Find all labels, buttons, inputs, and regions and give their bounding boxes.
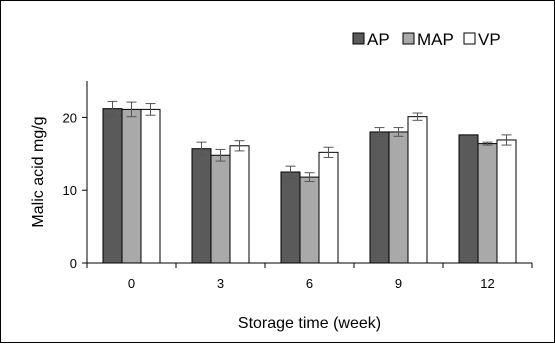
error-bar-vp-week-9 (412, 112, 423, 121)
y-axis-title: Malic acid mg/g (30, 116, 47, 227)
bar-ap-week-6 (280, 171, 301, 264)
bar-ap-week-3 (191, 148, 212, 264)
legend-swatch-vp (463, 32, 476, 45)
bar-map-week-0 (121, 108, 142, 264)
error-bar-ap-week-3 (196, 141, 207, 156)
x-tick-label-6: 6 (306, 276, 313, 291)
error-bar-map-week-12 (482, 141, 493, 146)
legend-label-vp: VP (478, 30, 501, 49)
bar-vp-week-6 (318, 151, 339, 264)
legend: AP MAP VP (352, 30, 501, 49)
legend-item-map: MAP (402, 30, 454, 49)
error-bar-map-week-3 (215, 148, 226, 162)
legend-label-map: MAP (417, 30, 454, 49)
error-bar-ap-week-9 (374, 127, 385, 137)
x-tick-label-9: 9 (395, 276, 402, 291)
error-bar-vp-week-0 (145, 103, 156, 116)
bar-ap-week-12 (458, 134, 479, 264)
bar-vp-week-12 (496, 139, 517, 264)
y-tick-label-20: 20 (63, 110, 77, 125)
x-tick-label-12: 12 (480, 276, 494, 291)
legend-swatch-ap (352, 32, 365, 45)
bar-ap-week-0 (102, 108, 123, 264)
error-bar-ap-week-6 (285, 165, 296, 179)
x-ticks-layer: 0 3 6 9 12 (86, 263, 533, 291)
y-tick-label-10: 10 (63, 183, 77, 198)
legend-swatch-map (402, 32, 415, 45)
legend-item-vp: VP (463, 30, 501, 49)
bar-vp-week-3 (229, 145, 250, 264)
error-bar-vp-week-3 (234, 140, 245, 152)
x-tick-label-3: 3 (217, 276, 224, 291)
error-bar-map-week-6 (304, 172, 315, 182)
bar-map-week-6 (299, 176, 320, 264)
error-bar-vp-week-12 (501, 134, 512, 146)
bar-vp-week-0 (140, 108, 161, 264)
bars-layer (102, 108, 517, 264)
legend-label-ap: AP (367, 30, 390, 49)
axes-layer (86, 81, 532, 264)
bar-map-week-9 (388, 131, 409, 264)
bar-ap-week-9 (369, 131, 390, 264)
bar-map-week-3 (210, 154, 231, 264)
error-bar-vp-week-6 (323, 146, 334, 158)
error-bar-ap-week-0 (107, 100, 118, 117)
x-axis-title: Storage time (week) (238, 315, 381, 332)
y-ticks-layer: 0 10 20 (63, 110, 87, 271)
error-bar-map-week-0 (126, 101, 137, 118)
error-bars-layer (107, 100, 512, 182)
legend-item-ap: AP (352, 30, 390, 49)
error-bar-map-week-9 (393, 127, 404, 137)
x-tick-label-0: 0 (128, 276, 135, 291)
bar-map-week-12 (477, 143, 498, 264)
y-tick-label-0: 0 (70, 256, 77, 271)
bar-vp-week-9 (407, 116, 428, 264)
